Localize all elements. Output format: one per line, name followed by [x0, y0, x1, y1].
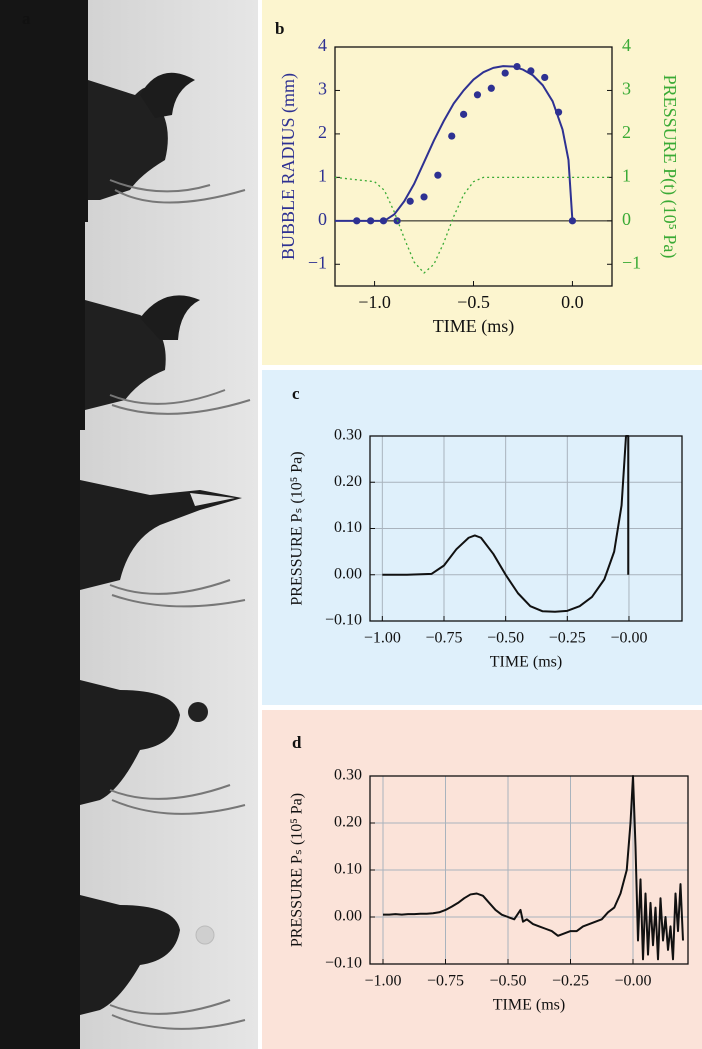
y2-tick-label: 4 — [622, 35, 631, 55]
photo-frame — [0, 635, 258, 845]
photo-frame — [0, 222, 258, 430]
x-tick-label: −1.00 — [364, 973, 401, 990]
y-tick-label: 0.10 — [334, 519, 362, 536]
x-tick-label: −1.00 — [364, 630, 401, 647]
y2-axis-label: PRESSURE P(t) (10⁵ Pa) — [659, 75, 680, 259]
data-line — [335, 65, 574, 222]
data-line — [334, 176, 612, 274]
x-tick-label: 0.0 — [561, 292, 584, 312]
photo-frame — [0, 845, 258, 1049]
data-point — [460, 110, 468, 118]
data-point — [473, 91, 482, 99]
data-point — [501, 69, 509, 77]
y-tick-label: 0.20 — [334, 814, 362, 831]
data-point — [406, 197, 414, 205]
chart: b −1.0 −0.5 0.0 −1 0 1 2 3 4 −1 0 1 2 3 4 TIME (ms) BUBBL… — [262, 0, 702, 365]
x-tick-label: −0.25 — [549, 630, 586, 647]
panel-label: d — [292, 733, 302, 752]
data-point — [434, 171, 442, 179]
data-point — [487, 84, 495, 92]
y-tick-label: −0.10 — [325, 612, 362, 629]
x-tick-label: −0.25 — [552, 973, 589, 990]
photo-frame — [0, 430, 258, 635]
y-tick-label: 3 — [318, 79, 327, 99]
x-tick-label: −0.5 — [457, 292, 490, 312]
panel-label: b — [275, 19, 284, 38]
x-axis-label: TIME (ms) — [490, 654, 562, 671]
photo-frame — [0, 0, 258, 222]
plot-frame — [369, 775, 689, 965]
y-tick-label: 1 — [318, 165, 327, 185]
x-tick-label: −0.75 — [427, 973, 464, 990]
y2-tick-label: 0 — [622, 209, 631, 229]
x-tick-label: −0.50 — [489, 973, 526, 990]
y2-tick-label: 3 — [622, 79, 631, 99]
y-tick-label: 0.30 — [334, 427, 362, 444]
y2-tick-label: 1 — [622, 165, 631, 185]
plot-frame — [334, 46, 613, 287]
data-point — [448, 132, 456, 140]
plot-frame — [369, 435, 683, 622]
y2-tick-label: −1 — [622, 252, 641, 272]
x-tick-label: −0.00 — [614, 973, 651, 990]
y-axis-label: PRESSURE Pₛ (10⁵ Pa) — [289, 793, 306, 947]
x-tick-label: −0.50 — [487, 630, 524, 647]
x-tick-label: −1.0 — [358, 292, 391, 312]
y-axis-label: BUBBLE RADIUS (mm) — [278, 73, 299, 260]
y-tick-label: 0.20 — [334, 473, 362, 490]
y-tick-label: −0.10 — [325, 955, 362, 972]
data-line — [383, 775, 684, 961]
panel-label: a — [22, 9, 31, 28]
panel-label: c — [292, 384, 300, 403]
x-axis-label: TIME (ms) — [433, 316, 514, 337]
y-tick-label: 4 — [318, 35, 327, 55]
y-tick-label: 0 — [318, 209, 327, 229]
y2-tick-label: 2 — [622, 122, 631, 142]
data-point — [541, 73, 549, 82]
y-tick-label: 0.30 — [334, 767, 362, 784]
y-tick-label: 0.10 — [334, 861, 362, 878]
y-tick-label: −1 — [308, 252, 327, 272]
y-tick-label: 0.00 — [334, 565, 362, 582]
x-axis-label: TIME (ms) — [493, 997, 565, 1014]
y-tick-label: 0.00 — [334, 908, 362, 925]
panel-background — [262, 710, 702, 1049]
y-tick-label: 2 — [318, 122, 327, 142]
data-line — [382, 435, 630, 613]
x-tick-label: −0.75 — [425, 630, 462, 647]
chart: d −1.00 −0.75 −0.50 −0.25 −0.00 −0.10 0.00 0.10 0… — [262, 710, 702, 1049]
photo-sequence: a — [0, 0, 258, 1049]
data-point — [420, 193, 428, 201]
x-tick-label: −0.00 — [610, 630, 647, 647]
y-axis-label: PRESSURE Pₛ (10⁵ Pa) — [289, 451, 306, 605]
chart: c −1.00 −0.75 −0.50 −0.25 −0.00 −0.10 0.00 0.10 0… — [262, 370, 702, 705]
